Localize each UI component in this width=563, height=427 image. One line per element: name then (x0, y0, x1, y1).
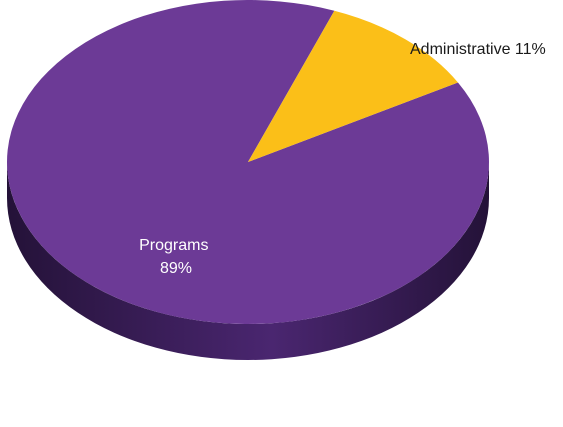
label-programs-value: 89% (160, 260, 192, 277)
label-administrative: Administrative 11% (410, 41, 546, 58)
slice-administrative (248, 10, 458, 163)
pie-side (7, 162, 489, 360)
pie-side-wall (7, 162, 489, 360)
slice-programs (7, 0, 489, 324)
label-programs: Programs 89% (139, 237, 213, 277)
pie-top (7, 0, 489, 324)
label-programs-name: Programs (139, 237, 208, 254)
